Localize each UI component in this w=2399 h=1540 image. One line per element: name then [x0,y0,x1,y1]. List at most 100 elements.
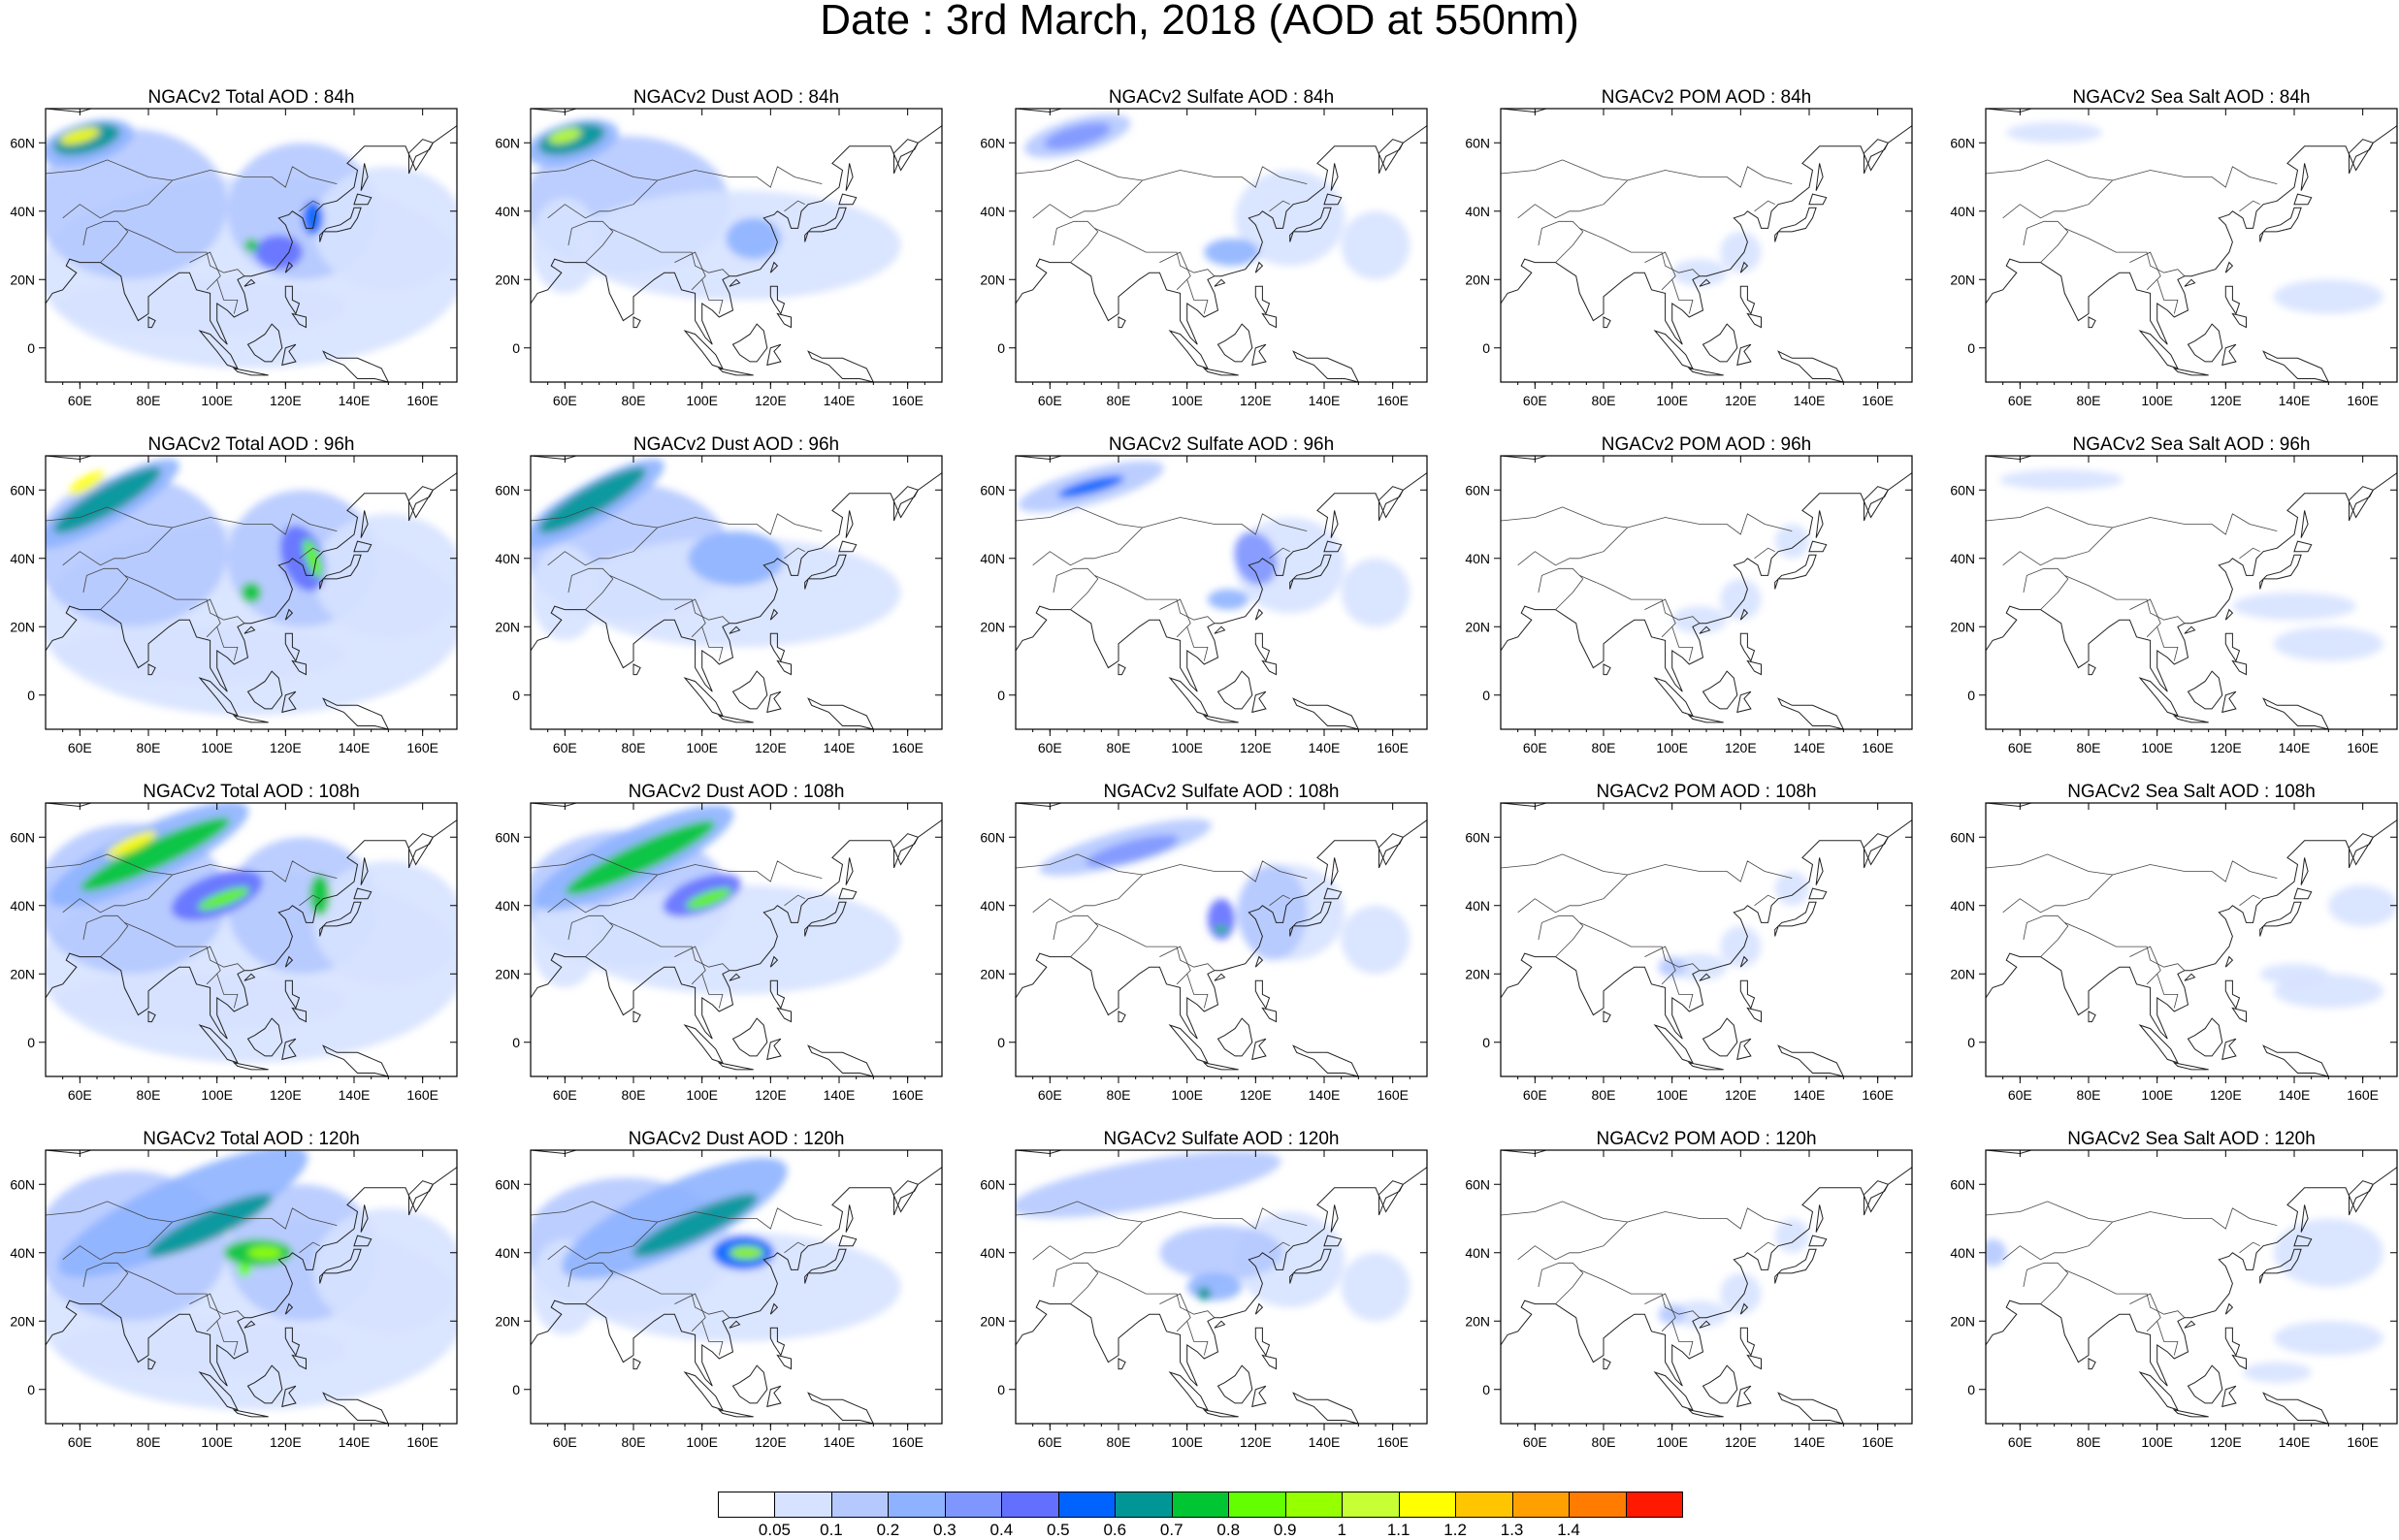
country-border [2156,974,2179,1009]
country-border [609,922,730,971]
coastline [2187,1017,2223,1057]
country-border [62,204,125,219]
aod-plume [1986,1238,2007,1267]
coastline [1739,955,1749,968]
coastline [766,690,782,714]
coastline [2187,1364,2223,1404]
coastline [776,1007,792,1023]
coastline [1251,690,1267,714]
country-border [1579,1269,1701,1318]
aod-plume [565,820,716,895]
coastline [353,887,373,900]
lon-tick-label: 100E [1171,1087,1203,1103]
coastline [1378,833,1405,869]
country-border [701,279,724,314]
map-panel-seasalt-96h: NGACv2 Sea Salt AOD : 96h 60E 80E 100E 120E 1… [1940,434,2398,755]
aod-plume [571,537,901,648]
aod-plume [1044,122,1111,149]
coastline [766,1038,782,1061]
coastline [1216,323,1253,363]
lat-tick-label: 20N [10,1313,35,1329]
country-border [1754,894,1775,907]
coastline [2172,1062,2209,1071]
lon-tick-label: 80E [2077,740,2101,755]
colorbar-label: 0.4 [989,1521,1014,1539]
country-border [82,220,129,263]
country-border [674,598,706,638]
coastline [893,833,920,869]
lat-tick-label: 40N [495,551,520,566]
colorbar-swatch [1625,1492,1683,1518]
country-border [62,551,125,566]
aod-plume [309,875,331,916]
country-border [1142,860,1308,882]
lon-tick-label: 140E [824,393,856,408]
coastline [1736,1385,1752,1408]
lat-tick-label: 0 [1482,1035,1490,1050]
coastline [232,368,269,376]
country-border [2129,1293,2161,1332]
country-border [657,513,823,535]
coastline [2262,1392,2329,1424]
panel-title: NGACv2 Sulfate AOD : 120h [1103,1129,1340,1149]
country-border [1501,159,1629,212]
coastline [769,261,779,273]
map-plot: 60E 80E 100E 120E 140E 160E 60N 40N 20N 0 [10,455,458,755]
coastline [2184,973,2196,981]
lon-tick-label: 60E [68,393,92,408]
coastline [683,330,724,369]
coastline [1808,887,1828,900]
lon-tick-label: 100E [2141,1434,2173,1450]
country-border [189,1293,221,1332]
aod-plume [1186,1272,1243,1301]
country-border [784,200,805,212]
colorbar-label: 0.3 [933,1521,956,1539]
panel-title: NGACv2 Dust AOD : 120h [628,1129,845,1149]
aod-plume [531,891,600,988]
coastline [1214,1320,1226,1329]
coastline [284,1302,294,1315]
coastline [1378,486,1405,522]
country-border [1186,279,1209,314]
map-panel-total-120h: NGACv2 Total AOD : 120h 60E 80E 100E 120E 140… [0,1129,458,1450]
country-border [567,914,614,957]
coastline [1118,663,1126,676]
coastline [1864,1180,1890,1216]
lat-tick-label: 20N [495,272,520,287]
country-border [2156,279,2179,314]
colorbar-swatch [830,1492,890,1518]
lat-tick-label: 40N [980,204,1005,219]
coastline [2221,343,2237,367]
coastline [731,1364,768,1404]
panel-title: NGACv2 Dust AOD : 84h [632,87,840,108]
country-border [1627,166,1793,188]
coastline [1254,979,1271,1010]
map-plot: 60E 80E 100E 120E 140E 160E 60N 40N 20N 0 [1465,802,1913,1103]
coastline [1254,955,1264,968]
panel-title: NGACv2 POM AOD : 108h [1596,782,1817,802]
lat-tick-label: 60N [1950,829,1975,845]
lon-tick-label: 120E [1240,1434,1272,1450]
lon-tick-label: 140E [2279,1434,2311,1450]
country-border [189,598,221,638]
coastline [46,456,457,692]
country-border [674,1293,706,1332]
coastline [2221,690,2237,714]
lon-tick-label: 140E [339,1087,371,1103]
coastline [1746,1354,1762,1370]
country-border [609,575,730,624]
lat-tick-label: 60N [495,829,520,845]
coastline [1699,973,1711,981]
colorbar-label: 0.6 [1103,1521,1127,1539]
colorbar-swatch [1511,1492,1571,1518]
coastline [2293,193,2313,206]
country-border [2002,204,2065,219]
map-background [1986,109,2397,382]
lon-tick-label: 80E [1592,740,1616,755]
lon-tick-label: 100E [1656,393,1688,408]
colorbar-label: 0.05 [758,1521,792,1539]
country-border [1094,922,1216,971]
country-border [567,567,614,610]
country-border [1671,279,1694,314]
lat-tick-label: 60N [495,1176,520,1192]
